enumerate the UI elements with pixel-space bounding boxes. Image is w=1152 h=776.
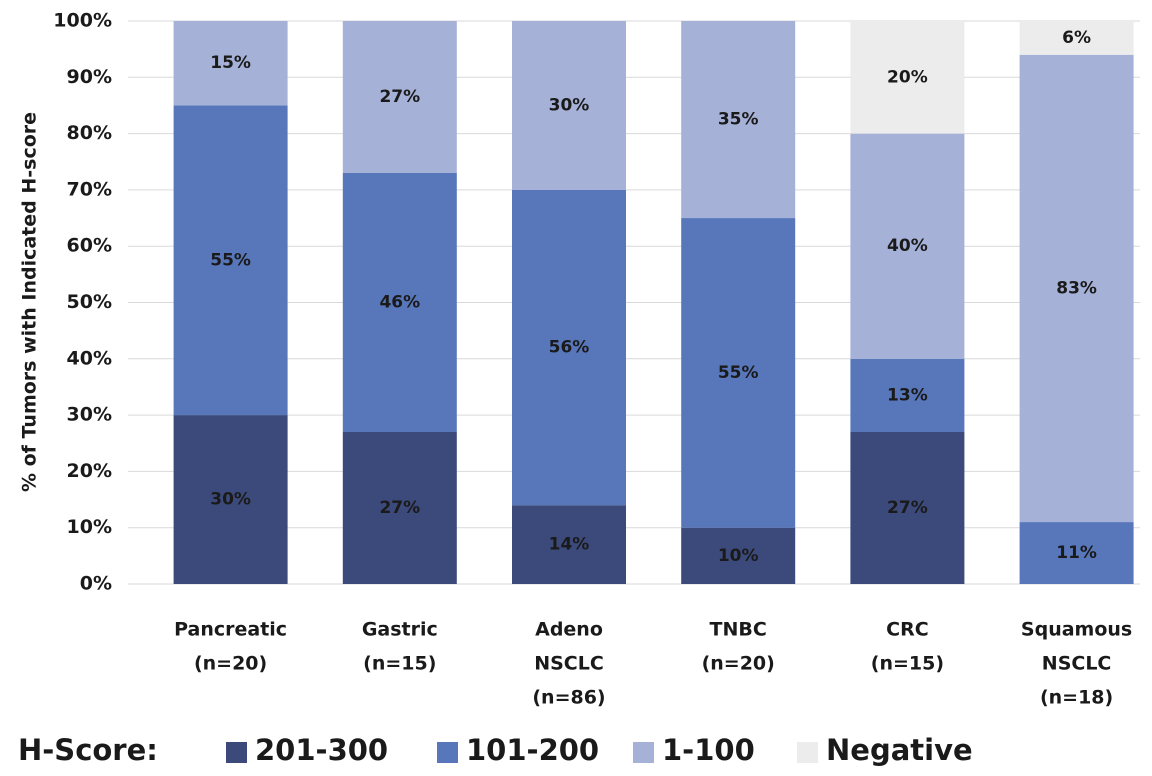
- bar-segment: [512, 189, 626, 506]
- data-label: 55%: [210, 250, 251, 270]
- y-tick-label: 70%: [67, 178, 112, 200]
- data-label: 35%: [718, 110, 759, 130]
- bar-segment: [850, 431, 965, 584]
- bar-segment: [850, 358, 965, 432]
- y-axis-title: % of Tumors with Indicated H-score: [19, 112, 41, 492]
- x-tick-label: (n=20): [702, 653, 775, 675]
- bar-segment: [173, 105, 288, 416]
- bar-segment: [681, 21, 796, 219]
- x-tick-label: (n=18): [1040, 687, 1113, 709]
- bar-segment: [342, 173, 457, 432]
- data-label: 15%: [210, 53, 251, 73]
- y-tick-label: 10%: [67, 516, 112, 538]
- bar-segment: [173, 21, 288, 106]
- x-tick-label: (n=86): [532, 687, 605, 709]
- data-label: 27%: [379, 498, 420, 518]
- data-label: 13%: [887, 385, 928, 405]
- data-label: 6%: [1062, 28, 1091, 48]
- x-tick-label: (n=15): [363, 653, 436, 675]
- x-tick-label: CRC: [886, 619, 929, 641]
- bar-segment: [850, 21, 965, 134]
- data-label: 30%: [210, 490, 251, 510]
- legend-label: 201-300: [255, 733, 388, 767]
- y-tick-label: 30%: [67, 404, 112, 426]
- x-tick-label: Gastric: [362, 619, 438, 641]
- y-tick-label: 40%: [67, 347, 112, 369]
- x-tick-label: TNBC: [710, 619, 767, 641]
- bar-segment: [681, 218, 796, 528]
- data-label: 30%: [549, 95, 590, 115]
- y-tick-label: 20%: [67, 460, 112, 482]
- x-tick-label: (n=20): [194, 653, 267, 675]
- y-tick-label: 50%: [67, 291, 112, 313]
- data-label: 20%: [887, 67, 928, 87]
- y-tick-label: 60%: [67, 235, 112, 257]
- data-label: 55%: [718, 363, 759, 383]
- legend-swatch: [633, 742, 654, 763]
- data-label: 27%: [887, 498, 928, 518]
- legend-title: H-Score:: [18, 733, 158, 767]
- bar-segment: [512, 505, 626, 584]
- x-tick-label: NSCLC: [534, 653, 604, 675]
- x-tick-label: (n=15): [871, 653, 944, 675]
- data-label: 14%: [549, 535, 590, 555]
- bar-segment: [512, 21, 626, 190]
- legend-label: 1-100: [662, 733, 755, 767]
- bar-segment: [850, 133, 965, 359]
- x-tick-label: Pancreatic: [174, 619, 287, 641]
- bar-segment: [1019, 21, 1134, 55]
- legend-label: Negative: [826, 733, 973, 767]
- bar-segment: [681, 527, 796, 584]
- legend-label: 101-200: [466, 733, 599, 767]
- y-tick-label: 90%: [67, 66, 112, 88]
- data-label: 83%: [1056, 278, 1097, 298]
- y-tick-label: 100%: [53, 10, 112, 32]
- data-label: 11%: [1056, 543, 1097, 563]
- legend-swatch: [226, 742, 247, 763]
- data-label: 40%: [887, 236, 928, 256]
- x-tick-label: Adeno: [535, 619, 603, 641]
- y-tick-label: 80%: [67, 122, 112, 144]
- legend-swatch: [437, 742, 458, 763]
- x-tick-label: Squamous: [1021, 619, 1132, 641]
- bar-segment: [1019, 54, 1134, 523]
- bar-segment: [342, 431, 457, 584]
- x-tick-label: NSCLC: [1042, 653, 1112, 675]
- legend-swatch: [797, 742, 818, 763]
- bar-segment: [173, 415, 288, 584]
- bar-segment: [1019, 522, 1134, 584]
- data-label: 27%: [379, 87, 420, 107]
- data-label: 46%: [379, 293, 420, 313]
- data-label: 56%: [549, 338, 590, 358]
- bar-segment: [342, 21, 457, 174]
- data-label: 10%: [718, 546, 759, 566]
- y-tick-label: 0%: [80, 573, 112, 595]
